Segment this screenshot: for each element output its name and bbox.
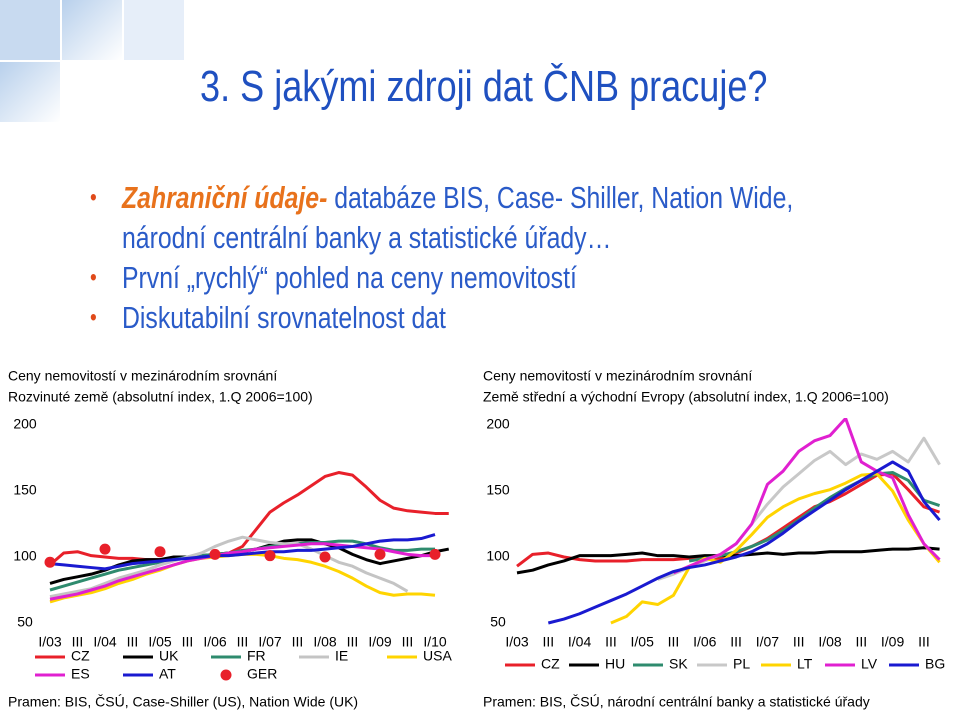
x-tick-label: I/10 [423,634,447,650]
y-tick-label: 150 [486,482,510,498]
data-point [99,543,111,555]
slide-title: 3. S jakými zdroji dat ČNB pracuje? [200,62,768,111]
decoration [0,0,184,122]
x-tick-label: III [918,634,930,650]
series-line [672,418,941,575]
chart-subtitle: Země střední a východní Evropy (absolutn… [483,389,889,405]
chart-subtitle: Rozvinuté země (absolutní index, 1.Q 200… [8,389,313,405]
x-tick-label: I/06 [693,634,717,650]
x-tick-label: III [182,634,194,650]
x-tick-label: III [127,634,139,650]
bullet-list: Zahraniční údaje- databáze BIS, Case- Sh… [90,178,810,338]
x-tick-label: I/06 [203,634,227,650]
data-point [209,548,221,560]
chart-title: Ceny nemovitostí v mezinárodním srovnání [483,368,752,384]
bullet: První „rychlý“ pohled na ceny nemovitost… [90,258,810,298]
bullet: Diskutabilní srovnatelnost dat [90,298,810,338]
bullet-text: databáze BIS, Case- Shiller, Nation Wide… [122,180,794,255]
legend-label: CZ [541,656,560,672]
series-line [49,538,450,585]
data-point [374,548,386,560]
bullet-emphasis: Zahraniční údaje- [122,180,328,215]
data-point [429,548,441,560]
x-tick-label: III [542,634,554,650]
x-tick-label: III [292,634,304,650]
bullet: Zahraniční údaje- databáze BIS, Case- Sh… [90,178,810,258]
legend-label: FR [247,648,266,664]
y-tick-label: 150 [13,482,37,498]
y-tick-label: 200 [486,416,510,432]
legend-label: IE [335,648,348,664]
legend-label: CZ [71,648,90,664]
legend-swatch [220,669,232,681]
data-point [264,550,276,562]
x-tick-label: III [605,634,617,650]
chart-source: Pramen: BIS, ČSÚ, Case-Shiller (US), Nat… [8,694,358,710]
series-line [49,533,436,571]
plot-area [516,418,941,625]
x-tick-label: I/07 [258,634,282,650]
legend-label: USA [423,648,452,664]
legend-label: AT [159,666,176,682]
x-tick-label: III [855,634,867,650]
x-tick-label: I/08 [818,634,842,650]
x-tick-label: III [347,634,359,650]
x-tick-label: III [237,634,249,650]
series-line [610,472,941,625]
legend-label: BG [925,656,945,672]
legend-label: SK [669,656,688,672]
x-tick-label: I/04 [93,634,117,650]
legend-label: GER [247,666,277,682]
x-tick-label: III [72,634,84,650]
chart-source: Pramen: BIS, ČSÚ, národní centrální bank… [483,694,870,710]
x-tick-label: I/08 [313,634,337,650]
series-line [49,542,435,601]
series-line [547,460,941,625]
bullet-text: Diskutabilní srovnatelnost dat [122,300,446,335]
x-tick-label: I/04 [568,634,592,650]
plot-area [44,471,450,604]
bullet-text: První „rychlý“ pohled na ceny nemovitost… [122,260,577,295]
y-tick-label: 50 [490,614,506,630]
y-tick-label: 100 [13,548,37,564]
x-tick-label: III [668,634,680,650]
data-point [319,551,331,563]
series-line [49,535,409,599]
x-tick-label: I/09 [368,634,392,650]
data-point [44,556,56,568]
legend-label: LV [861,656,878,672]
x-tick-label: I/03 [38,634,62,650]
data-point [154,546,166,558]
x-tick-label: I/05 [631,634,655,650]
x-tick-label: III [793,634,805,650]
y-tick-label: 200 [13,416,37,432]
legend-label: UK [159,648,179,664]
legend-label: HU [605,656,625,672]
chart-title: Ceny nemovitostí v mezinárodním srovnání [8,368,277,384]
x-tick-label: I/07 [756,634,780,650]
y-tick-label: 100 [486,548,510,564]
x-tick-label: III [730,634,742,650]
x-tick-label: I/05 [148,634,172,650]
y-tick-label: 50 [17,614,33,630]
x-tick-label: I/09 [881,634,905,650]
legend-label: PL [733,656,750,672]
x-tick-label: I/03 [505,634,529,650]
x-tick-label: III [402,634,414,650]
legend-label: ES [71,666,90,682]
legend-label: LT [797,656,813,672]
